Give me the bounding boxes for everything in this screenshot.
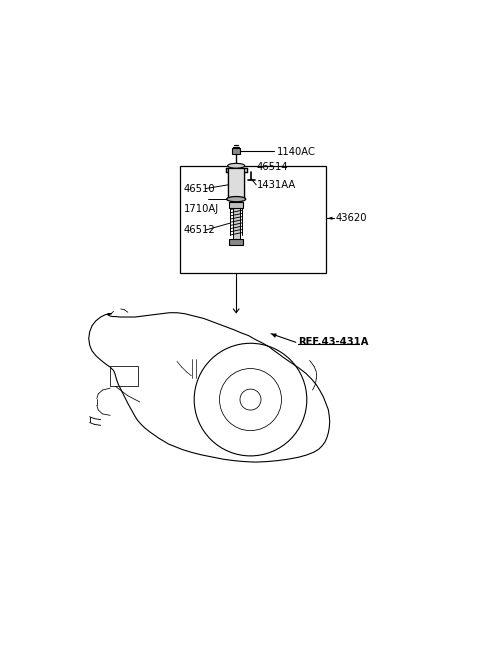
FancyBboxPatch shape	[229, 239, 243, 245]
Text: REF.43-431A: REF.43-431A	[298, 337, 369, 347]
Text: 46514: 46514	[257, 161, 288, 172]
Text: 46510: 46510	[184, 184, 216, 194]
Bar	[180, 166, 326, 273]
Bar	[229, 201, 243, 208]
Text: 46512: 46512	[184, 225, 216, 235]
Ellipse shape	[227, 197, 246, 202]
Bar	[233, 201, 240, 239]
Bar	[110, 366, 138, 386]
Text: 1431AA: 1431AA	[257, 180, 296, 190]
Ellipse shape	[228, 163, 245, 168]
Text: 1710AJ: 1710AJ	[184, 204, 219, 214]
Text: 43620: 43620	[336, 213, 367, 223]
Text: 1140AC: 1140AC	[277, 148, 316, 157]
FancyBboxPatch shape	[232, 148, 240, 154]
Bar	[228, 168, 244, 197]
